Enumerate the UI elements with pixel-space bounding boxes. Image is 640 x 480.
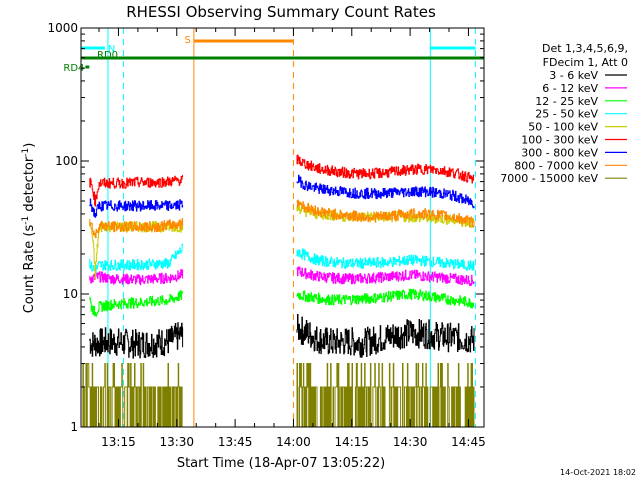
series-line-25-50-kev [89, 243, 184, 275]
x-tick-label: 13:15 [101, 435, 136, 449]
x-tick-label: 13:30 [159, 435, 194, 449]
series-line-100-300-kev [89, 175, 184, 207]
series-line-6-12-kev [89, 269, 184, 286]
series-line-100-300-kev [296, 154, 475, 184]
plot-frame [80, 27, 485, 428]
x-tick-label: 14:00 [276, 435, 311, 449]
axes-layer: 1 10 100 1000 13:15 13:30 13:45 14:00 14:15 14:30… [47, 21, 485, 449]
x-tick-label: 14:30 [393, 435, 428, 449]
y-tick-label: 1000 [47, 21, 78, 35]
y-axis-label-end: ) [22, 143, 37, 148]
annotation-label: RD0 [97, 50, 118, 61]
series-line-12-25-kev [89, 290, 184, 317]
y-tick-label: 1 [70, 420, 78, 434]
legend-label: 7000 - 15000 keV [500, 172, 598, 185]
series-line-800-7000-kev [89, 218, 184, 238]
y-axis-label: Count Rate (s-1 detector-1) [21, 143, 37, 314]
y-tick-label: 10 [63, 287, 78, 301]
y-axis-label-main: Count Rate (s [22, 225, 37, 314]
legend-label: 3 - 6 keV [549, 69, 598, 82]
legend-label: 300 - 800 keV [521, 146, 598, 159]
annotation-label: N [108, 44, 115, 55]
legend-header-line-1: Det 1,3,4,5,6,9, [542, 42, 628, 55]
annotation-label: S [185, 35, 191, 46]
series-line-6-12-kev [296, 266, 475, 286]
y-tick-label: 100 [55, 154, 78, 168]
x-axis-label: Start Time (18-Apr-07 13:05:22) [177, 456, 385, 471]
footer-timestamp: 14-Oct-2021 18:02 [560, 468, 636, 477]
x-tick-label: 14:15 [334, 435, 369, 449]
series-line-3-6-kev [89, 322, 184, 359]
legend-label: 6 - 12 keV [542, 82, 598, 95]
series-line-3-6-kev [296, 314, 475, 358]
x-tick-label: 14:45 [451, 435, 486, 449]
legend-header-line-2: FDecim 1, Att 0 [543, 56, 628, 69]
series-line-12-25-kev [296, 288, 475, 309]
chart-title: RHESSI Observing Summary Count Rates [126, 3, 436, 21]
y-axis-label-mid: detector [22, 156, 37, 216]
annotation-bars: N S RD0 RD4 [63, 35, 484, 74]
annotation-lines [107, 28, 476, 427]
legend-label: 25 - 50 keV [535, 108, 598, 121]
legend-label: 12 - 25 keV [535, 95, 598, 108]
series-line-300-800-kev [296, 174, 475, 209]
legend-label: 800 - 7000 keV [514, 159, 598, 172]
series-line-800-7000-kev [296, 199, 475, 228]
y-axis-label-sup1: -1 [21, 216, 31, 225]
x-tick-label: 13:45 [218, 435, 253, 449]
series-line-7000-15000-kev [81, 363, 183, 428]
legend-label: 50 - 100 keV [528, 121, 598, 134]
series-line-300-800-kev [89, 198, 184, 218]
series-line-25-50-kev [296, 248, 475, 271]
y-axis-label-sup2: -1 [21, 148, 31, 157]
legend-label: 100 - 300 keV [521, 134, 598, 147]
series-line-7000-15000-kev [296, 363, 475, 428]
annotation-label: RD4 [63, 63, 84, 74]
series-layer [81, 154, 475, 428]
